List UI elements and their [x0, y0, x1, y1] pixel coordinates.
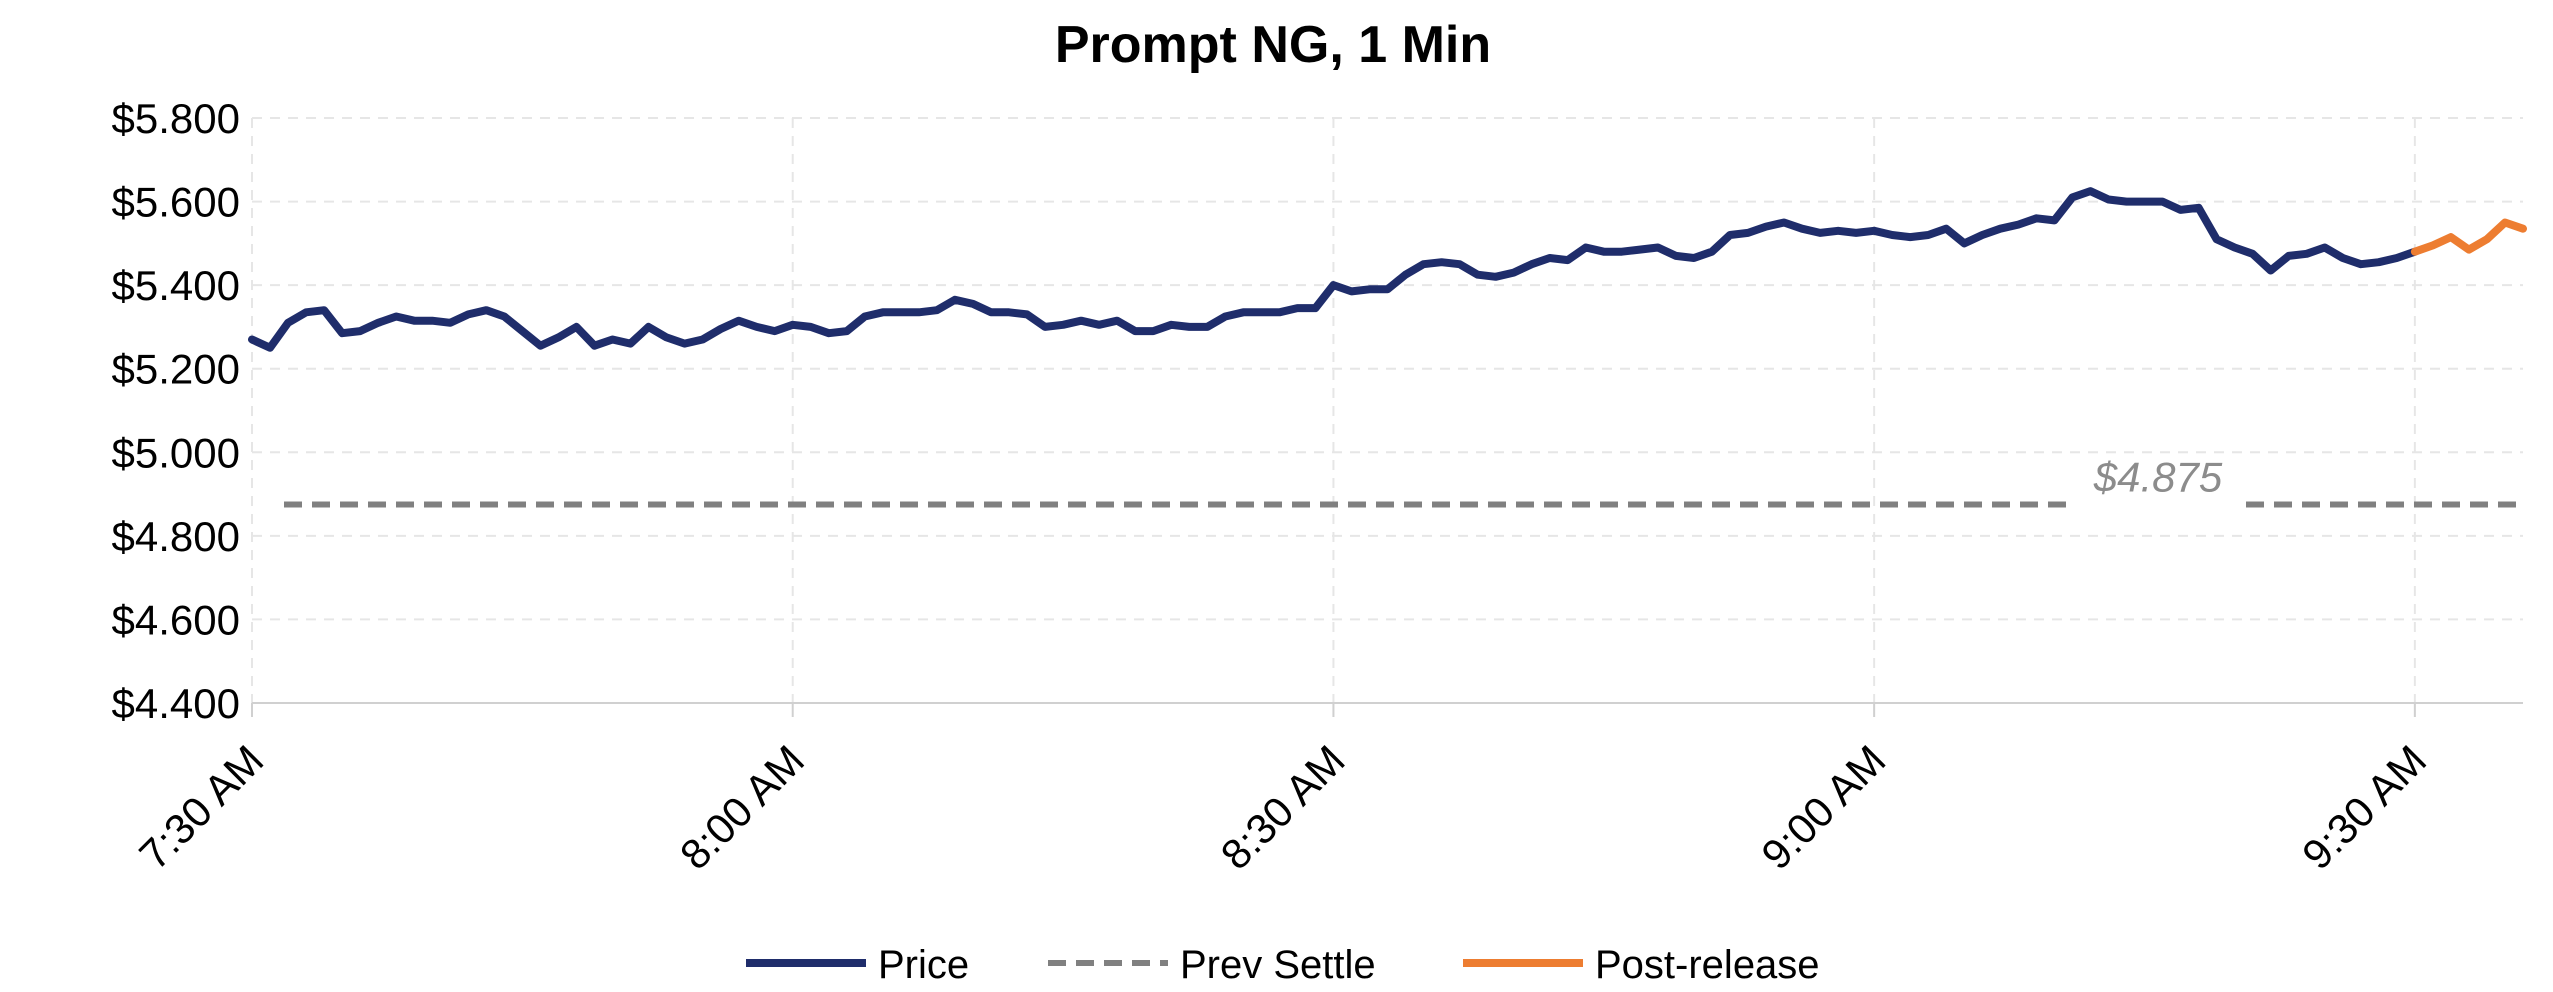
y-tick-label: $5.000	[112, 429, 240, 476]
reference-line-group: $4.875	[284, 454, 2523, 508]
legend: Price Prev Settle Post-release	[746, 943, 1820, 987]
x-tick-label: 9:00 AM	[1752, 736, 1894, 878]
legend-label-post-release: Post-release	[1595, 943, 1820, 987]
x-tick-label: 8:00 AM	[671, 736, 813, 878]
y-tick-label: $4.800	[112, 513, 240, 560]
legend-label-prev-settle: Prev Settle	[1180, 943, 1376, 987]
y-tick-label: $5.200	[112, 346, 240, 393]
chart-title: Prompt NG, 1 Min	[1055, 16, 1491, 74]
y-tick-label: $5.800	[112, 95, 240, 142]
y-tick-label: $4.400	[112, 680, 240, 727]
prev-settle-label: $4.875	[2093, 454, 2223, 501]
y-tick-label: $5.400	[112, 262, 240, 309]
x-tick-label: 9:30 AM	[2293, 736, 2435, 878]
x-tick-label: 8:30 AM	[1212, 736, 1354, 878]
price-series-line	[248, 187, 2419, 352]
y-tick-label: $5.600	[112, 179, 240, 226]
legend-label-price: Price	[878, 943, 969, 987]
x-tick-label: 7:30 AM	[130, 736, 272, 878]
y-tick-label: $4.600	[112, 596, 240, 643]
series-group	[248, 187, 2527, 352]
post-release-series-line	[2410, 218, 2527, 256]
